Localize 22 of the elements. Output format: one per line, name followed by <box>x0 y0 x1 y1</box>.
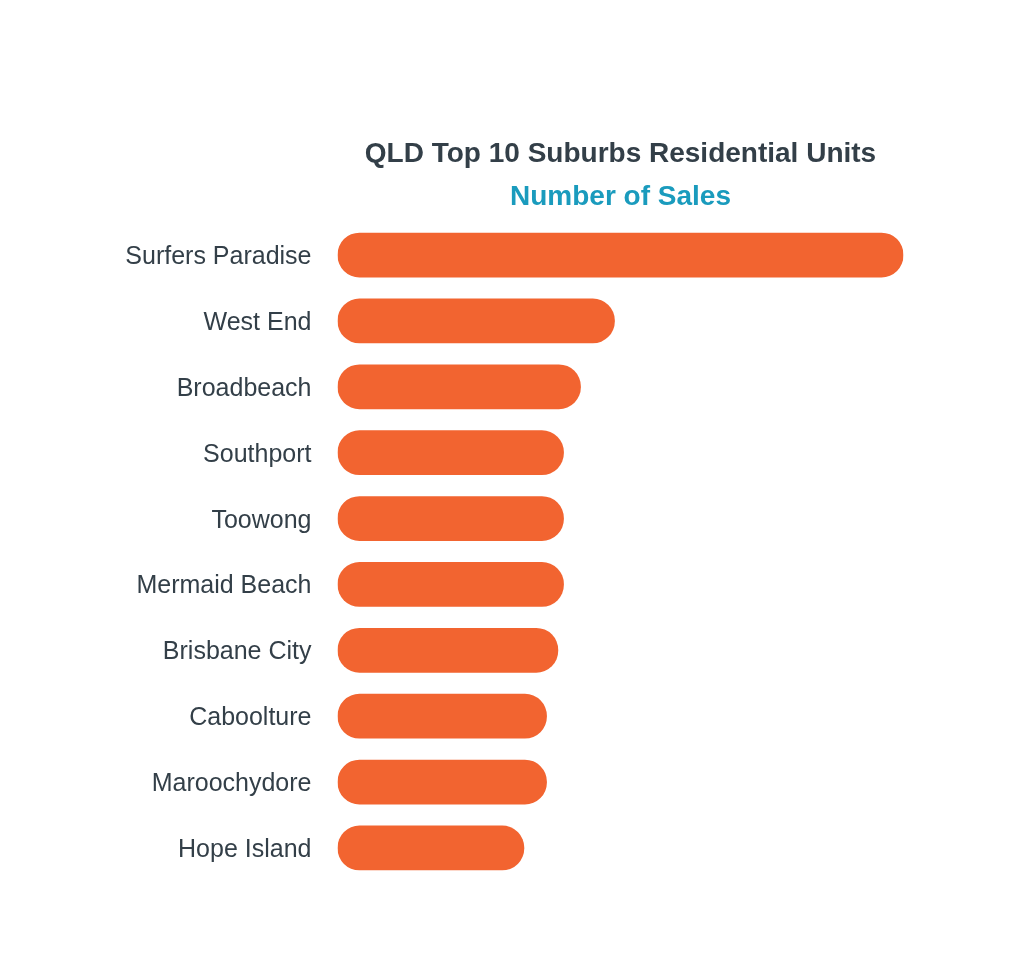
bar <box>337 496 564 541</box>
chart-subtitle: Number of Sales <box>510 179 731 211</box>
y-tick-label: Maroochydore <box>151 768 312 797</box>
bar <box>337 364 581 410</box>
bar <box>337 627 559 673</box>
bar <box>337 430 564 476</box>
y-tick-label: Surfers Paradise <box>125 241 312 270</box>
bar <box>337 693 547 739</box>
bar <box>337 825 525 871</box>
y-tick-label: Mermaid Beach <box>136 570 312 599</box>
bar <box>337 298 615 344</box>
bar <box>337 562 564 607</box>
chart-title: QLD Top 10 Suburbs Residential Units <box>364 136 877 168</box>
y-tick-label: Southport <box>203 438 312 467</box>
y-tick-label: Broadbeach <box>176 372 312 401</box>
y-tick-label: West End <box>203 306 312 335</box>
y-tick-label: Caboolture <box>189 702 312 731</box>
y-tick-label: Toowong <box>211 504 312 533</box>
bar <box>337 759 547 805</box>
y-tick-label: Hope Island <box>178 833 312 862</box>
y-tick-label: Brisbane City <box>162 636 312 665</box>
bar <box>337 232 904 278</box>
